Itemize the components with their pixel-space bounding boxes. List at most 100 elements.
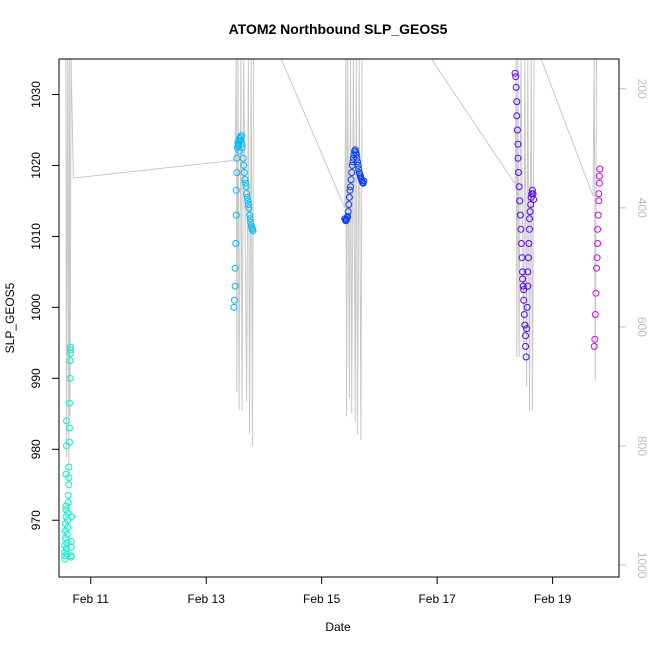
data-point — [519, 268, 527, 276]
data-point — [240, 169, 248, 176]
data-point — [61, 548, 69, 556]
data-point — [347, 183, 354, 191]
data-point — [61, 520, 69, 528]
data-point — [236, 147, 244, 155]
plot-frame — [58, 58, 620, 578]
data-point — [231, 296, 238, 304]
y-tick-label: 970 — [29, 510, 43, 530]
data-point — [526, 215, 533, 223]
data-point — [513, 98, 521, 106]
secondary-tick-label: 1000 — [635, 552, 649, 579]
x-tick-label: Feb 11 — [73, 592, 110, 606]
data-point — [64, 516, 72, 524]
data-point — [64, 499, 72, 506]
data-point — [233, 169, 241, 176]
data-point — [231, 264, 239, 272]
data-point — [243, 190, 251, 198]
data-point — [527, 201, 535, 208]
data-point — [590, 342, 598, 350]
data-point — [62, 506, 70, 514]
data-point — [345, 201, 353, 208]
data-point — [517, 225, 525, 233]
y-tick-label: 1000 — [29, 294, 43, 321]
data-point — [232, 240, 240, 247]
data-point — [513, 126, 521, 134]
data-point — [512, 73, 520, 81]
data-point — [230, 303, 238, 311]
y-tick-label: 980 — [29, 439, 43, 459]
data-point — [61, 541, 69, 549]
data-point — [347, 176, 355, 184]
data-point — [66, 374, 74, 382]
data-point — [351, 146, 359, 154]
data-point — [346, 186, 354, 194]
x-tick-label: Feb 13 — [188, 592, 226, 606]
data-point — [520, 286, 528, 294]
data-point — [512, 83, 520, 91]
secondary-tick-label: 400 — [635, 198, 649, 218]
data-point — [62, 513, 70, 521]
data-point — [68, 513, 76, 521]
data-point — [594, 225, 602, 233]
data-point — [596, 165, 604, 173]
data-point — [523, 325, 531, 333]
data-point — [522, 353, 530, 361]
y-axis-label: SLP_GEOS5 — [3, 282, 17, 353]
secondary-tick-label: 800 — [635, 436, 649, 456]
data-point — [515, 169, 522, 176]
data-point — [243, 193, 251, 201]
data-point — [237, 132, 245, 140]
data-point — [522, 332, 529, 340]
x-tick-label: Feb 19 — [534, 592, 572, 606]
data-point — [592, 289, 600, 297]
data-point — [595, 197, 603, 205]
data-point — [511, 69, 519, 77]
data-point — [523, 303, 531, 311]
data-point — [526, 208, 534, 216]
data-point — [65, 481, 73, 489]
y-tick-label: 1030 — [29, 81, 43, 108]
data-point — [66, 357, 74, 365]
data-point — [232, 186, 240, 194]
data-point — [593, 264, 600, 272]
data-point — [245, 204, 253, 212]
data-point — [354, 161, 362, 169]
data-point — [63, 530, 71, 538]
data-point — [516, 211, 524, 219]
data-point — [61, 527, 69, 535]
secondary-tick-label: 200 — [635, 79, 649, 99]
data-point — [593, 254, 601, 262]
data-point — [246, 211, 253, 219]
y-tick-label: 1020 — [29, 152, 43, 179]
data-point — [237, 137, 245, 145]
data-point — [65, 474, 73, 482]
axes-layer: Feb 11 Feb 13 Feb 15 Feb 17 Feb 19 970 980 990 1… — [29, 79, 649, 606]
data-points-layer — [61, 69, 604, 563]
data-point — [519, 282, 527, 290]
data-point — [238, 140, 246, 148]
data-point — [239, 154, 247, 162]
data-point — [525, 240, 533, 247]
data-point — [595, 190, 603, 198]
data-point — [63, 539, 71, 547]
x-axis-label: Date — [325, 620, 351, 634]
data-point — [352, 151, 360, 159]
data-point — [513, 112, 521, 120]
data-point — [591, 335, 599, 343]
data-point — [591, 311, 599, 318]
data-point — [65, 438, 73, 446]
data-point — [521, 321, 529, 329]
data-point — [345, 193, 353, 201]
data-point — [353, 154, 361, 162]
data-point — [594, 240, 602, 247]
data-point — [244, 201, 252, 208]
data-point — [67, 346, 74, 354]
data-point — [516, 197, 524, 205]
data-point — [67, 553, 75, 561]
data-point — [524, 254, 532, 262]
secondary-tick-label: 600 — [635, 317, 649, 337]
data-point — [355, 165, 363, 173]
data-point — [242, 183, 250, 191]
data-point — [242, 179, 249, 187]
